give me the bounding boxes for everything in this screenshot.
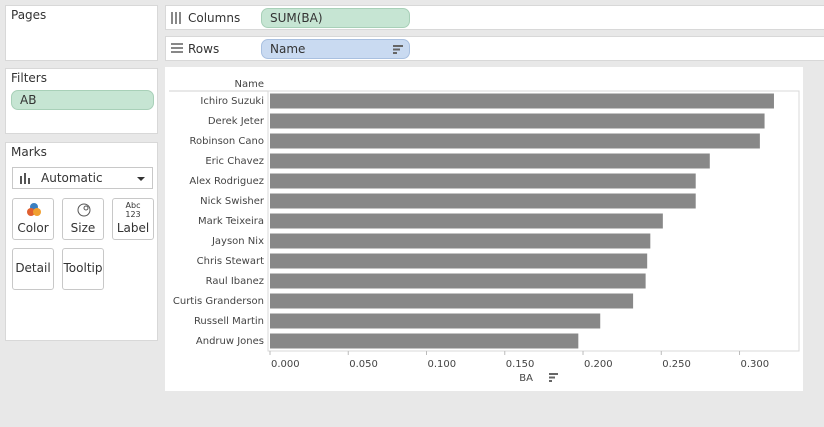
panel-title: Marks: [11, 145, 47, 159]
shelf-label: Columns: [188, 11, 241, 25]
row-label: Robinson Cano: [190, 136, 265, 147]
color-icon: [27, 203, 41, 216]
bar: [270, 313, 601, 329]
button-label: Tooltip: [63, 261, 103, 275]
bar: [270, 133, 760, 149]
sort-icon: [549, 373, 558, 382]
row-label: Derek Jeter: [208, 116, 265, 127]
button-label: Size: [70, 221, 96, 235]
button-label: Detail: [15, 261, 51, 275]
button-label: Label: [116, 221, 150, 235]
label-icon: Abc 123: [113, 201, 153, 219]
rows-shelf: Rows Name: [165, 36, 824, 61]
bar: [270, 233, 651, 249]
pages-panel: Pages: [5, 5, 158, 61]
panel-title: Pages: [11, 8, 47, 22]
filter-pill[interactable]: AB: [11, 90, 154, 110]
row-label: Ichiro Suzuki: [200, 96, 264, 107]
row-label: Nick Swisher: [200, 196, 265, 207]
x-tick-label: 0.000: [271, 359, 300, 370]
bar: [270, 253, 648, 269]
button-label: Color: [17, 221, 49, 235]
row-label: Russell Martin: [194, 316, 264, 327]
bar: [270, 273, 646, 289]
x-tick-label: 0.300: [741, 359, 770, 370]
bar: [270, 113, 765, 129]
rows-pill[interactable]: Name: [261, 39, 410, 59]
bar: [270, 173, 696, 189]
columns-pill[interactable]: SUM(BA): [261, 8, 410, 28]
x-axis-label: BA: [519, 373, 533, 384]
row-label: Chris Stewart: [197, 256, 264, 267]
plot-frame: [267, 90, 800, 352]
mark-type-dropdown[interactable]: Automatic: [12, 167, 153, 189]
bar: [270, 93, 774, 109]
mark-type: Automatic: [41, 171, 103, 185]
bar: [270, 193, 696, 209]
icon-text: 123: [125, 210, 141, 219]
icon-text: Abc: [125, 201, 141, 210]
row-label: Alex Rodriguez: [189, 176, 264, 187]
bar: [270, 153, 710, 169]
columns-shelf: Columns SUM(BA): [165, 5, 824, 30]
marks-panel: Marks Automatic Color Size Abc 123 Label …: [5, 142, 158, 341]
shelf-label: Rows: [188, 42, 220, 56]
detail-button[interactable]: Detail: [12, 248, 54, 290]
x-tick-label: 0.150: [506, 359, 535, 370]
x-tick-label: 0.050: [349, 359, 378, 370]
x-tick-label: 0.250: [662, 359, 691, 370]
row-label: Curtis Granderson: [173, 296, 264, 307]
bar: [270, 213, 663, 229]
bar: [270, 333, 579, 349]
sort-icon: [393, 45, 403, 54]
tooltip-button[interactable]: Tooltip: [62, 248, 104, 290]
filters-panel: Filters AB: [5, 68, 158, 134]
row-label: Mark Teixeira: [198, 216, 264, 227]
row-label: Raul Ibanez: [206, 276, 264, 287]
row-label: Eric Chavez: [205, 156, 264, 167]
bar-icon: [20, 173, 30, 184]
row-label: Andruw Jones: [196, 336, 264, 347]
size-icon: [77, 203, 91, 217]
dropdown-arrow: [137, 177, 145, 181]
pill-text: Name: [270, 42, 306, 56]
color-button[interactable]: Color: [12, 198, 54, 240]
size-button[interactable]: Size: [62, 198, 104, 240]
bar: [270, 293, 634, 309]
row-header: Name: [234, 79, 264, 90]
chart: Name BA 0.000 0.050 0.100 0.150 0.200 0.250 0.…: [165, 67, 803, 391]
rows-icon: [171, 43, 183, 53]
label-button[interactable]: Abc 123 Label: [112, 198, 154, 240]
panel-title: Filters: [11, 71, 47, 85]
x-tick-label: 0.200: [584, 359, 613, 370]
x-tick-label: 0.100: [428, 359, 457, 370]
columns-icon: [171, 12, 181, 24]
row-label: Jayson Nix: [211, 236, 264, 247]
